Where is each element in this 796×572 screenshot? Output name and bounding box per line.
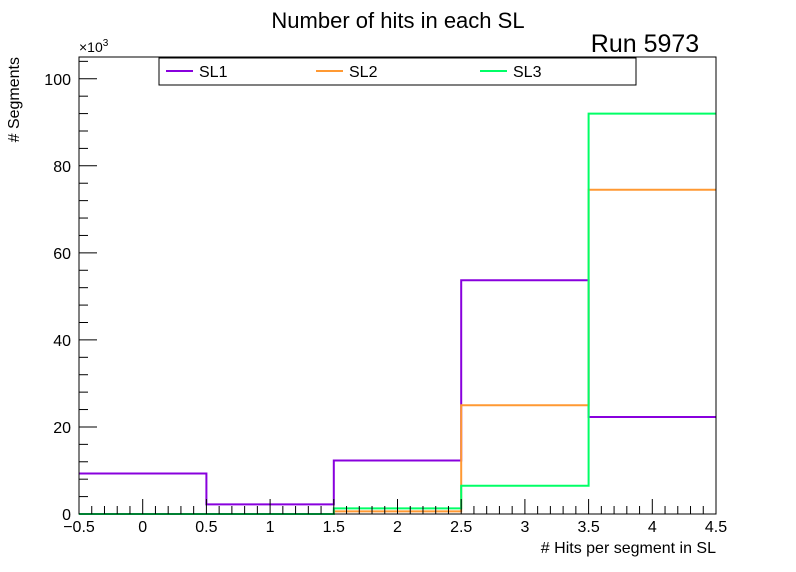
- y-tick-label: 0: [62, 507, 71, 524]
- x-tick-label: 4.5: [705, 519, 727, 536]
- y-tick-label: 20: [53, 420, 71, 437]
- series-sl2-line: [79, 188, 716, 515]
- x-tick-label: −0.5: [63, 519, 95, 536]
- chart-title: Number of hits in each SL: [271, 8, 524, 33]
- series-sl1-line: [79, 279, 716, 506]
- y-tick-label: 40: [53, 333, 71, 350]
- legend-label-sl2: SL2: [349, 64, 378, 81]
- x-tick-label: 3: [520, 519, 529, 536]
- x-tick-label: 1: [266, 519, 275, 536]
- legend-label-sl3: SL3: [513, 64, 542, 81]
- x-axis-label: # Hits per segment in SL: [541, 540, 716, 557]
- y-axis-label: # Segments: [6, 57, 23, 142]
- run-label: Run 5973: [591, 30, 699, 58]
- x-tick-label: 2.5: [450, 519, 472, 536]
- y-tick-label: 60: [53, 246, 71, 263]
- y-tick-label: 80: [53, 159, 71, 176]
- legend: SL1 SL2 SL3: [158, 57, 637, 86]
- series-sl3-line: [79, 112, 716, 515]
- x-tick-label: 0: [138, 519, 147, 536]
- x-tick-label: 1.5: [323, 519, 345, 536]
- x-tick-label: 4: [648, 519, 657, 536]
- x-tick-label: 0.5: [195, 519, 217, 536]
- x-tick-label: 2: [393, 519, 402, 536]
- plot-frame: [78, 56, 717, 515]
- x-tick-label: 3.5: [577, 519, 599, 536]
- legend-label-sl1: SL1: [199, 64, 228, 81]
- legend-box: [158, 57, 637, 86]
- y-tick-label: 100: [44, 72, 71, 89]
- y-axis-multiplier: ×103: [79, 38, 109, 55]
